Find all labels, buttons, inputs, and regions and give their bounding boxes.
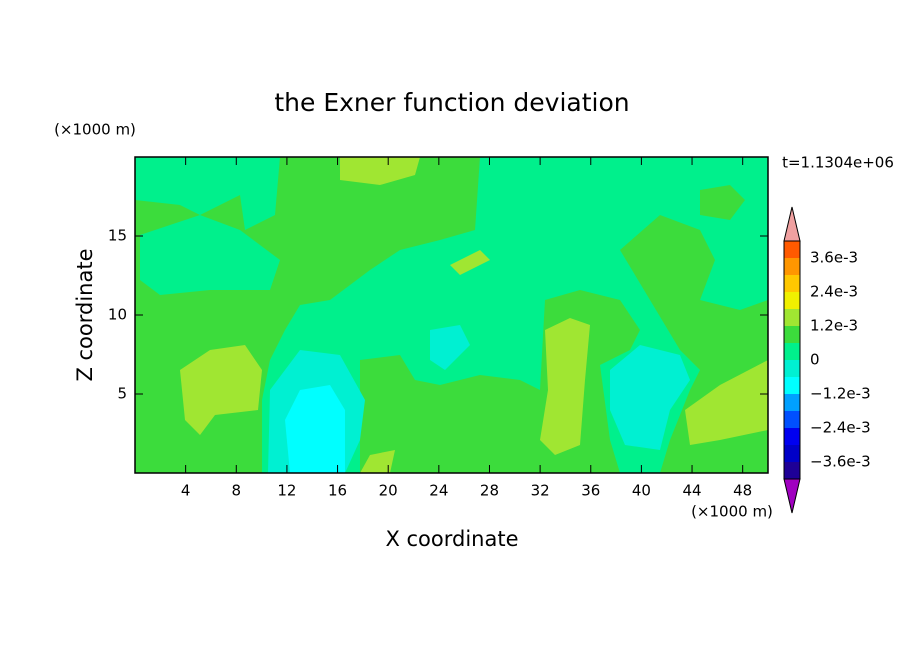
x-tick-label: 24 xyxy=(429,482,448,500)
y-unit: (×1000 m) xyxy=(54,121,136,139)
x-tick-label: 40 xyxy=(632,482,651,500)
colorbar-cell xyxy=(784,445,800,462)
x-tick-label: 36 xyxy=(581,482,600,500)
x-tick-label: 48 xyxy=(733,482,752,500)
contour-region xyxy=(540,318,590,455)
colorbar-cell xyxy=(784,360,800,377)
contour-region xyxy=(180,345,262,435)
colorbar-tick-label: −2.4e-3 xyxy=(810,419,871,437)
colorbar-cell xyxy=(784,462,800,479)
x-unit: (×1000 m) xyxy=(691,503,773,521)
colorbar-cell xyxy=(784,343,800,360)
colorbar-tick-label: 1.2e-3 xyxy=(810,317,858,335)
contour-region xyxy=(430,325,470,370)
colorbar-cell xyxy=(784,241,800,258)
colorbar-cell xyxy=(784,258,800,275)
y-tick-label: 10 xyxy=(108,306,127,324)
x-tick-label: 8 xyxy=(232,482,242,500)
contour-region xyxy=(140,215,280,295)
colorbar-tick-label: 3.6e-3 xyxy=(810,249,858,267)
contour-region xyxy=(685,360,768,445)
y-tick-label: 15 xyxy=(108,227,127,245)
x-tick-label: 4 xyxy=(181,482,191,500)
colorbar-tick-label: 2.4e-3 xyxy=(810,283,858,301)
contour-region xyxy=(285,385,345,473)
contour-region xyxy=(340,157,420,185)
y-axis-label: Z coordinate xyxy=(73,248,97,381)
colorbar-tick-label: 0 xyxy=(810,351,820,369)
colorbar-cell xyxy=(784,309,800,326)
colorbar-cell xyxy=(784,411,800,428)
colorbar-cell xyxy=(784,428,800,445)
contour-region xyxy=(450,250,490,275)
y-tick-label: 5 xyxy=(117,385,127,403)
colorbar-cell xyxy=(784,326,800,343)
colorbar-frame xyxy=(783,240,801,480)
x-tick-label: 32 xyxy=(531,482,550,500)
chart-title: the Exner function deviation xyxy=(274,88,629,117)
contour-region xyxy=(700,185,745,220)
x-tick-label: 44 xyxy=(682,482,701,500)
x-tick-label: 28 xyxy=(480,482,499,500)
contour-region xyxy=(610,345,690,450)
x-axis-label: X coordinate xyxy=(385,527,518,551)
colorbar-cell xyxy=(784,292,800,309)
contour-field xyxy=(135,157,768,473)
colorbar-tick-label: −3.6e-3 xyxy=(810,453,871,471)
colorbar-cell xyxy=(784,275,800,292)
x-tick-label: 20 xyxy=(379,482,398,500)
time-annotation: t=1.1304e+06 xyxy=(782,154,894,172)
colorbar-cell xyxy=(784,394,800,411)
x-tick-label: 12 xyxy=(277,482,296,500)
colorbar-tick-label: −1.2e-3 xyxy=(810,385,871,403)
colorbar-cell xyxy=(784,377,800,394)
contour-region xyxy=(360,450,395,473)
x-tick-label: 16 xyxy=(328,482,347,500)
